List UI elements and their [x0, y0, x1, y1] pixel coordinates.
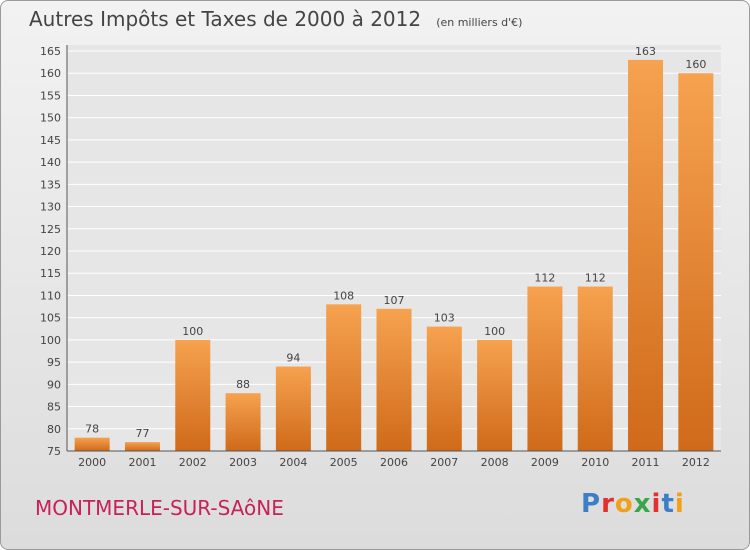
value-label: 107 [384, 294, 405, 307]
logo-letter: t [661, 489, 675, 519]
x-tick-label: 2012 [682, 456, 710, 469]
y-tick-label: 130 [40, 201, 61, 214]
bar-2010 [577, 286, 613, 451]
value-label: 112 [534, 272, 555, 285]
y-tick-label: 135 [40, 178, 61, 191]
y-tick-labels-group: 75 80 85 90 95 100 105 110 115 120 125 130 135 140 145… [40, 45, 61, 458]
bar-2011 [628, 59, 664, 452]
value-label: 94 [286, 352, 300, 365]
x-tick-label: 2011 [632, 456, 660, 469]
bar-2003 [225, 393, 261, 451]
value-label: 112 [585, 272, 606, 285]
y-tick-label: 165 [40, 45, 61, 58]
chart-subtitle: (en milliers d'€) [436, 16, 523, 29]
commune-name: MONTMERLE-SUR-SAôNE [35, 496, 284, 520]
value-label: 100 [182, 325, 203, 338]
bar-2007 [426, 326, 462, 451]
x-tick-label: 2003 [229, 456, 257, 469]
value-label: 108 [333, 289, 354, 302]
y-tick-label: 115 [40, 267, 61, 280]
bar-2008 [477, 339, 513, 451]
y-tick-label: 110 [40, 289, 61, 302]
logo-letter: i [674, 489, 685, 519]
y-tick-label: 80 [47, 423, 61, 436]
bar-2004 [275, 366, 311, 451]
y-tick-label: 85 [47, 401, 61, 414]
y-tick-label: 100 [40, 334, 61, 347]
x-tick-label: 2002 [179, 456, 207, 469]
bar-2012 [678, 73, 714, 451]
bar-2001 [124, 442, 160, 451]
x-tick-label: 2007 [430, 456, 458, 469]
value-label: 77 [135, 427, 149, 440]
x-tick-labels-group: 2000 2001 2002 2003 2004 2005 2006 2007 2008 2009… [78, 456, 710, 469]
x-tick-label: 2005 [330, 456, 358, 469]
y-tick-label: 125 [40, 223, 61, 236]
logo-letter: i [651, 489, 662, 519]
y-tick-label: 120 [40, 245, 61, 258]
logo-letter: x [633, 489, 652, 519]
value-label: 103 [434, 312, 455, 325]
bar-2000 [74, 437, 110, 451]
x-tick-label: 2000 [78, 456, 106, 469]
y-tick-label: 90 [47, 378, 61, 391]
value-label: 163 [635, 45, 656, 58]
x-tick-label: 2001 [128, 456, 156, 469]
y-tick-label: 160 [40, 67, 61, 80]
bar-2006 [376, 308, 412, 451]
value-label: 100 [484, 325, 505, 338]
value-label: 160 [685, 58, 706, 71]
y-tick-label: 145 [40, 134, 61, 147]
y-tick-label: 150 [40, 112, 61, 125]
value-label: 88 [236, 378, 250, 391]
y-tick-label: 75 [47, 445, 61, 458]
x-tick-label: 2008 [481, 456, 509, 469]
logo-letter: r [601, 489, 615, 519]
y-tick-label: 140 [40, 156, 61, 169]
bar-2002 [175, 339, 211, 451]
logo-letter: o [614, 489, 634, 519]
value-labels-group: 78 77 100 88 94 108 107 103 100 112 112 163 160 [85, 45, 706, 440]
bar-2005 [326, 304, 362, 451]
y-tick-label: 95 [47, 356, 61, 369]
proxiti-logo: Proxiti [581, 489, 685, 519]
x-tick-label: 2010 [581, 456, 609, 469]
x-tick-label: 2004 [279, 456, 307, 469]
y-tick-label: 105 [40, 312, 61, 325]
chart-title: Autres Impôts et Taxes de 2000 à 2012 [29, 7, 422, 31]
x-tick-label: 2006 [380, 456, 408, 469]
bars-group [74, 59, 714, 452]
x-tick-label: 2009 [531, 456, 559, 469]
logo-letter: P [581, 489, 602, 519]
y-tick-label: 155 [40, 89, 61, 102]
chart-title-row: Autres Impôts et Taxes de 2000 à 2012 (e… [29, 7, 522, 31]
bar-2009 [527, 286, 563, 451]
value-label: 78 [85, 423, 99, 436]
axes-group [66, 45, 721, 452]
